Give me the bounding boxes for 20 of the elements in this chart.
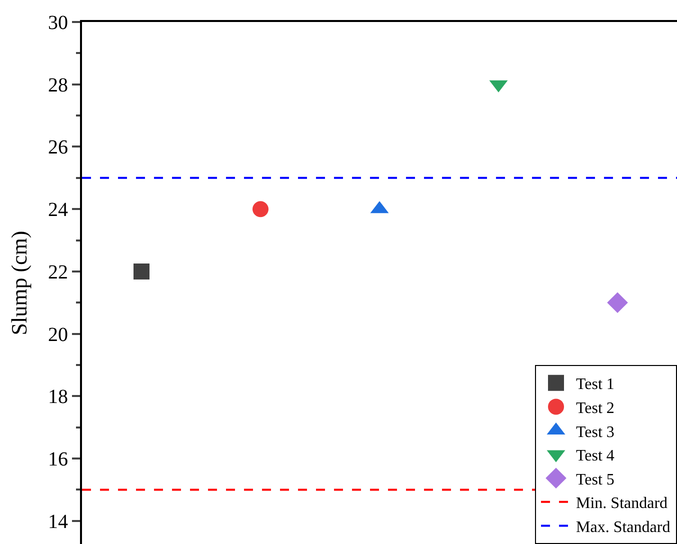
legend-label: Test 1 <box>576 376 614 394</box>
y-tick-label: 24 <box>48 199 68 222</box>
y-tick-label: 28 <box>48 74 68 96</box>
legend-label: Max. Standard <box>576 518 670 536</box>
y-tick-label: 20 <box>48 324 68 346</box>
legend-label: Test 5 <box>576 471 614 488</box>
y-axis-title: Slump (cm) <box>6 230 32 336</box>
legend-label: Test 4 <box>576 448 614 465</box>
y-tick-label: 22 <box>48 261 68 284</box>
point <box>252 201 268 218</box>
y-tick-label: 16 <box>48 448 68 471</box>
legend-label: Test 3 <box>576 424 614 441</box>
y-tick-label: 26 <box>48 136 68 159</box>
point <box>607 292 628 314</box>
point <box>134 263 150 280</box>
y-tick-label: 30 <box>48 12 68 34</box>
y-tick-label: 18 <box>48 386 68 408</box>
legend-label: Test 2 <box>576 400 614 417</box>
legend-label: Min. Standard <box>576 495 668 512</box>
y-tick-label: 14 <box>48 510 68 533</box>
